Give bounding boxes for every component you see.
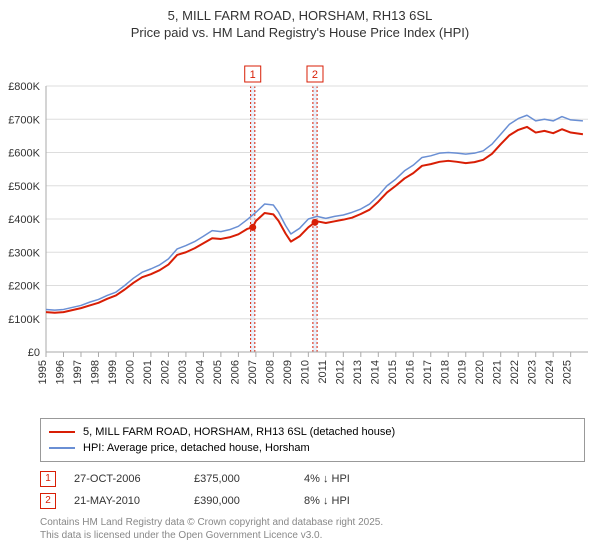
sale-marker: 1 [40, 471, 56, 487]
sale-diff: 8% ↓ HPI [304, 495, 350, 507]
svg-text:1998: 1998 [89, 360, 101, 384]
svg-text:2018: 2018 [439, 360, 451, 384]
svg-text:2020: 2020 [474, 360, 486, 384]
legend-label: 5, MILL FARM ROAD, HORSHAM, RH13 6SL (de… [83, 426, 395, 438]
svg-text:2014: 2014 [369, 360, 381, 384]
attribution: Contains HM Land Registry data © Crown c… [40, 516, 585, 542]
svg-text:2005: 2005 [212, 360, 224, 384]
svg-text:2022: 2022 [509, 360, 521, 384]
sale-diff: 4% ↓ HPI [304, 473, 350, 485]
title-line-2: Price paid vs. HM Land Registry's House … [0, 25, 600, 40]
sale-row: 1 27-OCT-2006£375,0004% ↓ HPI [40, 468, 585, 490]
chart-title: 5, MILL FARM ROAD, HORSHAM, RH13 6SL Pri… [0, 8, 600, 40]
svg-text:£800K: £800K [8, 81, 40, 93]
svg-text:2011: 2011 [317, 360, 329, 384]
svg-text:2010: 2010 [299, 360, 311, 384]
svg-text:2008: 2008 [264, 360, 276, 384]
svg-text:2021: 2021 [492, 360, 504, 384]
svg-text:2001: 2001 [142, 360, 154, 384]
svg-text:1996: 1996 [54, 360, 66, 384]
svg-text:2003: 2003 [177, 360, 189, 384]
svg-text:1999: 1999 [107, 360, 119, 384]
svg-text:2007: 2007 [247, 360, 259, 384]
svg-text:£600K: £600K [8, 148, 40, 160]
svg-text:2000: 2000 [124, 360, 136, 384]
legend-label: HPI: Average price, detached house, Hors… [83, 442, 310, 454]
svg-text:£500K: £500K [8, 181, 40, 193]
svg-text:2006: 2006 [229, 360, 241, 384]
svg-text:2013: 2013 [352, 360, 364, 384]
attribution-line-2: This data is licensed under the Open Gov… [40, 529, 585, 542]
svg-text:2024: 2024 [544, 360, 556, 384]
sale-row: 2 21-MAY-2010£390,0008% ↓ HPI [40, 490, 585, 512]
svg-text:2004: 2004 [194, 360, 206, 384]
svg-text:2017: 2017 [422, 360, 434, 384]
svg-text:2009: 2009 [282, 360, 294, 384]
svg-text:£100K: £100K [8, 314, 40, 326]
legend-swatch [49, 431, 75, 433]
sale-price: £390,000 [194, 495, 304, 507]
sales-table: 1 27-OCT-2006£375,0004% ↓ HPI 2 21-MAY-2010… [40, 468, 585, 512]
sale-marker: 2 [40, 493, 56, 509]
svg-text:1997: 1997 [72, 360, 84, 384]
line-chart: £0 £100K £200K £300K £400K £500K £600K £700K £80… [0, 40, 600, 410]
svg-text:2023: 2023 [527, 360, 539, 384]
svg-text:2025: 2025 [562, 360, 574, 384]
sale-price: £375,000 [194, 473, 304, 485]
legend-box: 5, MILL FARM ROAD, HORSHAM, RH13 6SL (de… [40, 418, 585, 462]
svg-text:2015: 2015 [387, 360, 399, 384]
svg-text:2016: 2016 [404, 360, 416, 384]
svg-text:£400K: £400K [8, 214, 40, 226]
title-line-1: 5, MILL FARM ROAD, HORSHAM, RH13 6SL [0, 8, 600, 23]
svg-text:1995: 1995 [37, 360, 49, 384]
svg-text:2019: 2019 [457, 360, 469, 384]
svg-text:2012: 2012 [334, 360, 346, 384]
svg-text:1: 1 [250, 69, 256, 81]
svg-text:£0: £0 [28, 347, 40, 359]
svg-text:£700K: £700K [8, 114, 40, 126]
legend-row: HPI: Average price, detached house, Hors… [49, 440, 576, 456]
sale-date: 27-OCT-2006 [74, 473, 194, 485]
sale-date: 21-MAY-2010 [74, 495, 194, 507]
attribution-line-1: Contains HM Land Registry data © Crown c… [40, 516, 585, 529]
svg-text:2002: 2002 [159, 360, 171, 384]
svg-text:£200K: £200K [8, 281, 40, 293]
svg-text:2: 2 [312, 69, 318, 81]
svg-text:£300K: £300K [8, 247, 40, 259]
chart-footer: 5, MILL FARM ROAD, HORSHAM, RH13 6SL (de… [40, 418, 585, 542]
chart-container: 5, MILL FARM ROAD, HORSHAM, RH13 6SL Pri… [0, 8, 600, 410]
legend-row: 5, MILL FARM ROAD, HORSHAM, RH13 6SL (de… [49, 424, 576, 440]
legend-swatch [49, 447, 75, 449]
